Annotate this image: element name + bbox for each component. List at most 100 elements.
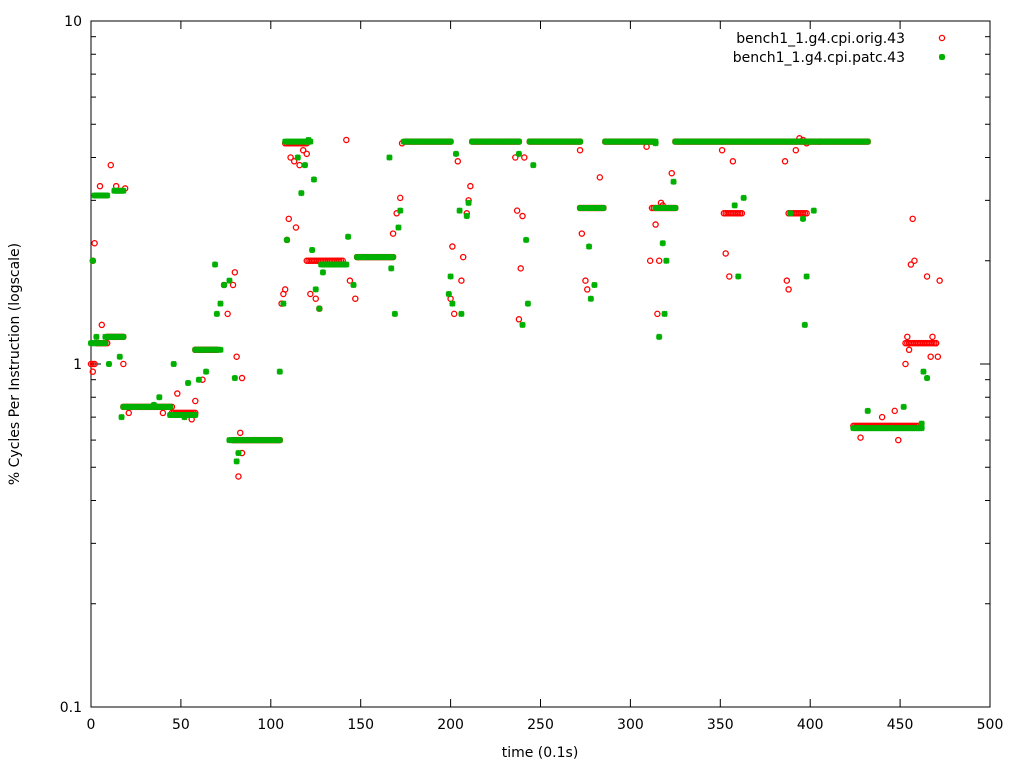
data-point	[285, 215, 293, 223]
data-point	[281, 286, 289, 293]
data-point	[93, 333, 100, 340]
data-point	[512, 154, 519, 161]
data-point	[294, 154, 301, 161]
data-point	[799, 215, 807, 222]
data-point	[298, 189, 305, 197]
x-tick-label: 200	[437, 717, 464, 733]
data-point	[519, 212, 526, 220]
data-point	[670, 178, 677, 185]
data-point	[213, 310, 220, 317]
data-point	[104, 192, 111, 199]
data-point	[290, 158, 298, 165]
data-point	[652, 221, 659, 228]
data-point	[192, 411, 199, 419]
data-point	[224, 310, 231, 318]
data-point	[447, 138, 454, 145]
data-point	[929, 333, 936, 341]
data-point	[583, 286, 591, 293]
data-point	[578, 230, 586, 237]
data-point	[932, 339, 940, 347]
data-point	[116, 353, 123, 360]
data-point	[350, 281, 357, 289]
data-point	[233, 353, 240, 360]
data-point	[220, 281, 228, 289]
data-point	[447, 273, 454, 280]
data-point	[895, 436, 902, 444]
legend-label: bench1_1.g4.cpi.orig.43	[736, 31, 905, 47]
data-point	[389, 230, 397, 237]
data-point	[878, 413, 886, 421]
tick-layer: 0 50 100 150 200 250 300 350 400 450 500 0.1 1 10	[60, 14, 1004, 733]
x-tick-label: 250	[527, 717, 554, 733]
data-point	[181, 414, 188, 421]
data-point	[96, 182, 104, 190]
x-tick-label: 400	[797, 717, 824, 733]
data-point	[600, 204, 607, 212]
data-point	[587, 295, 594, 302]
data-point	[803, 210, 810, 217]
data-point	[521, 154, 528, 161]
data-point	[523, 236, 530, 244]
data-point	[226, 277, 233, 284]
data-point	[661, 310, 668, 317]
data-point	[389, 253, 397, 261]
data-point	[89, 340, 96, 347]
data-point	[211, 261, 219, 268]
data-point	[450, 310, 458, 318]
series-1	[87, 135, 943, 480]
data-point	[731, 202, 738, 209]
x-tick-label: 350	[707, 717, 734, 733]
data-point	[655, 257, 663, 264]
data-point	[159, 409, 167, 417]
data-point	[283, 236, 291, 244]
y-tick-label: 10	[64, 14, 82, 30]
data-point	[646, 257, 654, 264]
data-layer	[87, 135, 943, 480]
data-point	[231, 269, 239, 276]
data-point	[98, 321, 106, 329]
data-point	[118, 414, 125, 421]
data-point	[857, 434, 864, 441]
data-point	[276, 368, 283, 375]
data-point	[184, 379, 192, 387]
series-2	[87, 136, 931, 465]
legend-marker	[938, 34, 946, 42]
data-point	[582, 277, 589, 284]
data-point	[918, 420, 925, 427]
data-point	[445, 290, 452, 298]
data-point	[900, 403, 907, 410]
data-point	[386, 154, 393, 161]
data-point	[102, 340, 109, 347]
data-point	[343, 261, 350, 268]
data-point	[395, 224, 402, 231]
data-point	[449, 243, 456, 250]
data-point	[301, 162, 309, 169]
data-point	[515, 138, 523, 145]
data-point	[292, 224, 300, 231]
data-point	[449, 300, 456, 307]
data-point	[801, 321, 808, 329]
data-point	[515, 316, 523, 323]
data-point	[726, 273, 733, 280]
data-point	[303, 150, 311, 158]
data-point	[672, 204, 679, 212]
data-point	[452, 150, 460, 157]
data-point	[905, 346, 913, 354]
data-point	[909, 215, 916, 223]
data-point	[718, 146, 726, 154]
data-point	[105, 360, 113, 368]
data-point	[591, 281, 598, 289]
data-point	[170, 360, 177, 368]
data-point	[352, 295, 359, 302]
x-tick-label: 100	[257, 717, 284, 733]
data-point	[576, 146, 584, 154]
data-point	[907, 261, 915, 268]
data-point	[585, 243, 593, 250]
x-tick-label: 500	[977, 717, 1004, 733]
data-point	[740, 194, 747, 201]
data-point	[287, 154, 294, 161]
data-point	[236, 429, 244, 437]
data-point	[107, 161, 115, 169]
data-point	[312, 295, 319, 302]
